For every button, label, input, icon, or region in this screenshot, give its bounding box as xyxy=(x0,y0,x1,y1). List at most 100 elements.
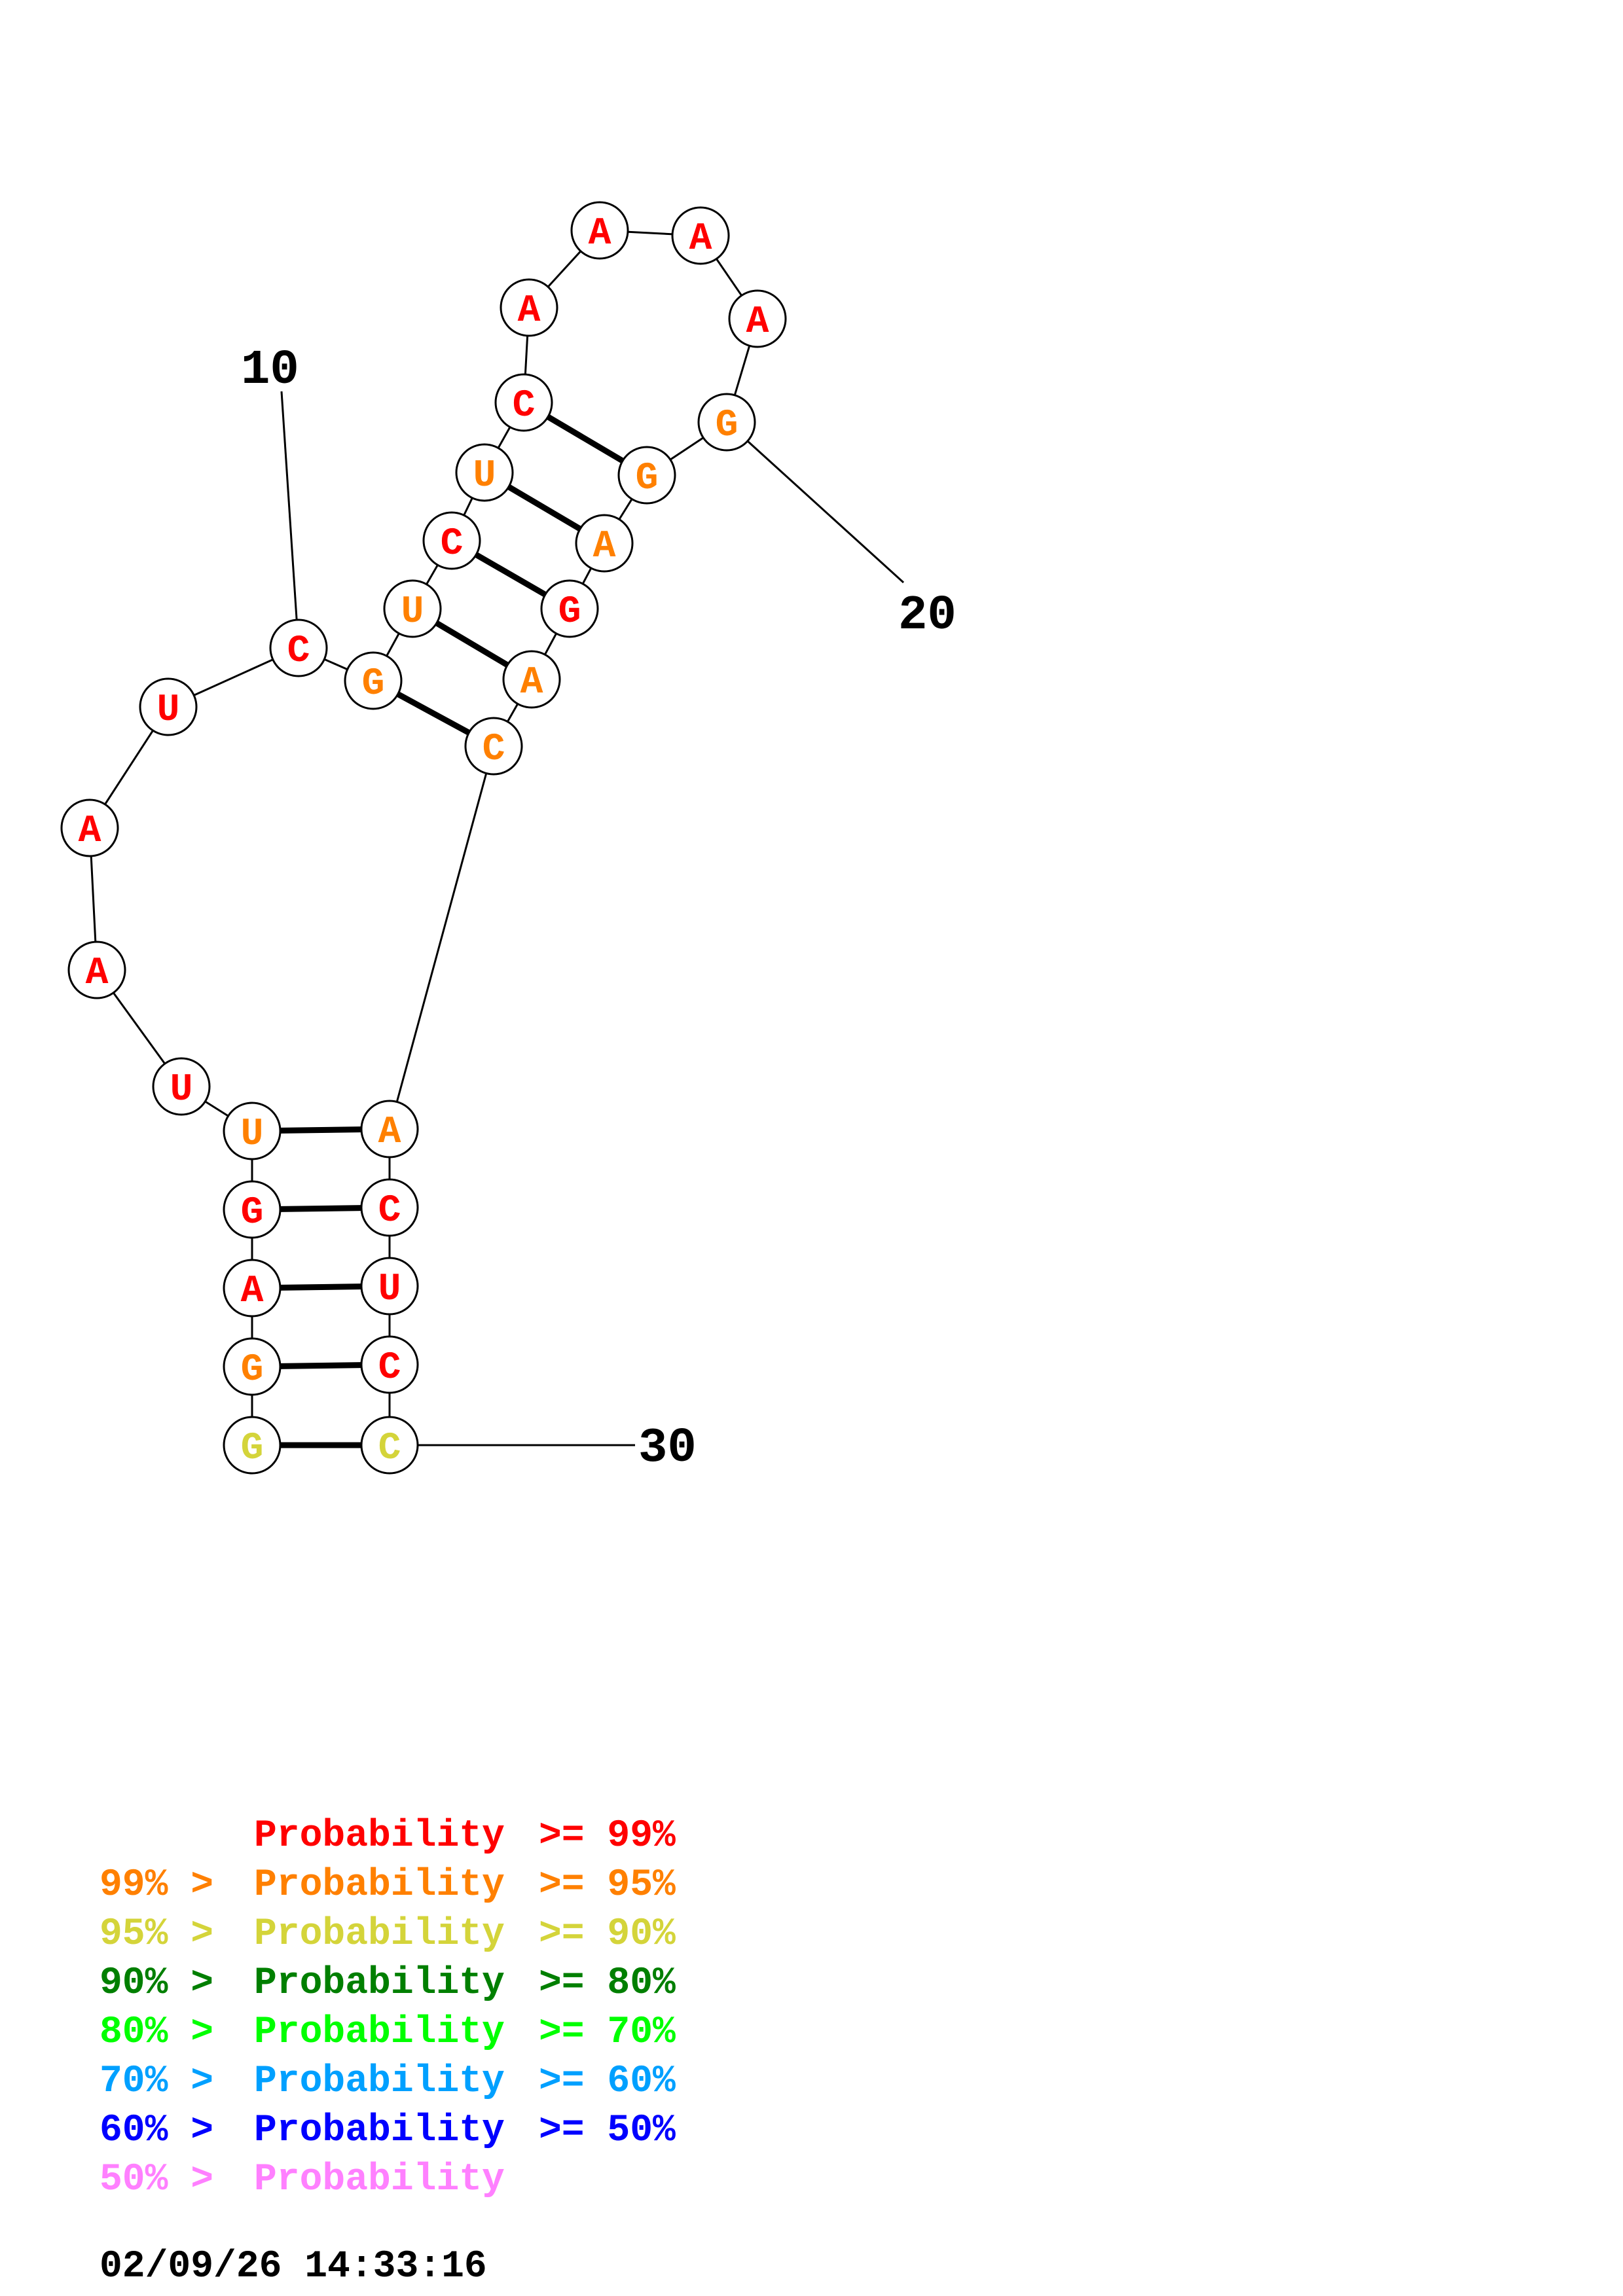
legend-label: Probability xyxy=(254,2060,505,2103)
legend-suffix: >= 99% xyxy=(539,1815,676,1857)
nucleotide-13: C xyxy=(422,511,481,570)
nucleotide-circle xyxy=(223,1180,282,1239)
legend-prefix: 80% > xyxy=(100,2011,213,2054)
nucleotide-circle xyxy=(360,1178,419,1237)
nucleotide-circle xyxy=(360,1100,419,1158)
nucleotide-circle xyxy=(502,650,561,709)
nucleotide-letter: C xyxy=(483,728,505,771)
nucleotide-circle xyxy=(540,579,599,638)
nucleotide-circle xyxy=(570,201,629,260)
nucleotide-circle xyxy=(223,1102,282,1160)
nucleotide-24: A xyxy=(502,650,561,709)
nucleotide-letter: A xyxy=(746,301,769,344)
nucleotide-letter: A xyxy=(86,952,109,995)
nucleotide-letter: C xyxy=(287,630,310,673)
legend-label: Probability xyxy=(254,1815,505,1857)
nucleotide-letter: U xyxy=(157,689,180,732)
nucleotide-letter: G xyxy=(362,663,385,706)
position-label-leader xyxy=(280,391,300,649)
nucleotide-28: U xyxy=(360,1257,419,1316)
nucleotide-letter: A xyxy=(589,213,611,255)
nucleotide-9: U xyxy=(139,677,198,736)
nucleotide-1: G xyxy=(223,1416,282,1475)
nucleotide-letter: U xyxy=(241,1113,264,1156)
nucleotide-11: G xyxy=(344,651,403,710)
nucleotide-16: A xyxy=(500,278,558,337)
nucleotide-circle xyxy=(360,1416,419,1475)
nucleotide-20: G xyxy=(697,393,756,452)
legend-suffix: >= 90% xyxy=(539,1913,676,1956)
legend-row: 60% > Probability >= 50% xyxy=(100,2109,676,2152)
nucleotide-23: G xyxy=(540,579,599,638)
nucleotide-3: A xyxy=(223,1259,282,1318)
legend-label: Probability xyxy=(254,2159,505,2201)
nucleotide-circle xyxy=(383,579,442,638)
position-labels: 10 20 30 xyxy=(241,343,957,1476)
nucleotide-letter: A xyxy=(79,810,101,853)
backbone-links xyxy=(88,229,759,1445)
nucleotide-letter: G xyxy=(558,591,581,634)
nucleotide-circle xyxy=(500,278,558,337)
legend-row: 70% > Probability >= 60% xyxy=(100,2060,676,2103)
nucleotide-letter: A xyxy=(520,662,543,704)
nucleotide-14: U xyxy=(455,443,514,502)
nucleotide-2: G xyxy=(223,1337,282,1396)
nucleotide-circle xyxy=(269,619,328,677)
legend-suffix: >= 70% xyxy=(539,2011,676,2054)
position-label-20: 20 xyxy=(898,588,957,643)
nucleotide-5: U xyxy=(223,1102,282,1160)
nucleotide-circle xyxy=(67,941,126,999)
nucleotide-letter: U xyxy=(401,591,424,634)
nucleotide-circle xyxy=(223,1337,282,1396)
nucleotide-circle xyxy=(464,717,523,776)
nucleotide-circle xyxy=(728,289,787,348)
legend-row: Probability >= 99% xyxy=(254,1815,676,1857)
nucleotide-letter: C xyxy=(378,1347,401,1390)
nucleotide-circle xyxy=(360,1335,419,1394)
legend-row: 90% > Probability >= 80% xyxy=(100,1962,676,2005)
nucleotide-letter: C xyxy=(378,1427,401,1470)
position-label-leaders xyxy=(280,391,905,1446)
nucleotide-circle xyxy=(575,514,634,573)
nucleotide-circle xyxy=(494,373,553,432)
nucleotide-15: C xyxy=(494,373,553,432)
legend-label: Probability xyxy=(254,1864,505,1907)
nucleotide-letter: C xyxy=(441,523,464,565)
legend-prefix: 99% > xyxy=(100,1864,213,1907)
nucleotide-29: C xyxy=(360,1335,419,1394)
backbone-link xyxy=(388,745,495,1130)
nucleotide-letter: G xyxy=(241,1427,264,1470)
nucleotide-17: A xyxy=(570,201,629,260)
legend-label: Probability xyxy=(254,1962,505,2005)
nucleotide-circle xyxy=(344,651,403,710)
legend-label: Probability xyxy=(254,2011,505,2054)
nucleotide-letter: U xyxy=(170,1069,193,1111)
nucleotide-letter: A xyxy=(689,218,712,260)
nucleotide-letter: A xyxy=(241,1270,264,1313)
nucleotide-19: A xyxy=(728,289,787,348)
legend-row: 50% > Probability xyxy=(100,2159,505,2201)
nucleotide-27: C xyxy=(360,1178,419,1237)
legend-suffix: >= 80% xyxy=(539,1962,676,2005)
nucleotide-8: A xyxy=(60,798,119,857)
legend-suffix: >= 50% xyxy=(539,2109,676,2152)
nucleotide-circle xyxy=(455,443,514,502)
legend-prefix: 90% > xyxy=(100,1962,213,2005)
nucleotide-letter: G xyxy=(241,1349,264,1391)
nucleotide-30: C xyxy=(360,1416,419,1475)
nucleotide-circle xyxy=(671,206,730,265)
nucleotide-circle xyxy=(139,677,198,736)
nucleotide-12: U xyxy=(383,579,442,638)
probability-legend: Probability >= 99%99% > Probability >= 95%9… xyxy=(100,1815,676,2201)
nucleotide-circle xyxy=(617,446,676,505)
nucleotide-25: C xyxy=(464,717,523,776)
legend-prefix: 50% > xyxy=(100,2159,213,2201)
legend-suffix: >= 60% xyxy=(539,2060,676,2103)
nucleotide-circle xyxy=(360,1257,419,1316)
nucleotide-letter: C xyxy=(513,385,536,427)
nucleotide-letter: A xyxy=(518,290,541,332)
legend-prefix: 60% > xyxy=(100,2109,213,2152)
